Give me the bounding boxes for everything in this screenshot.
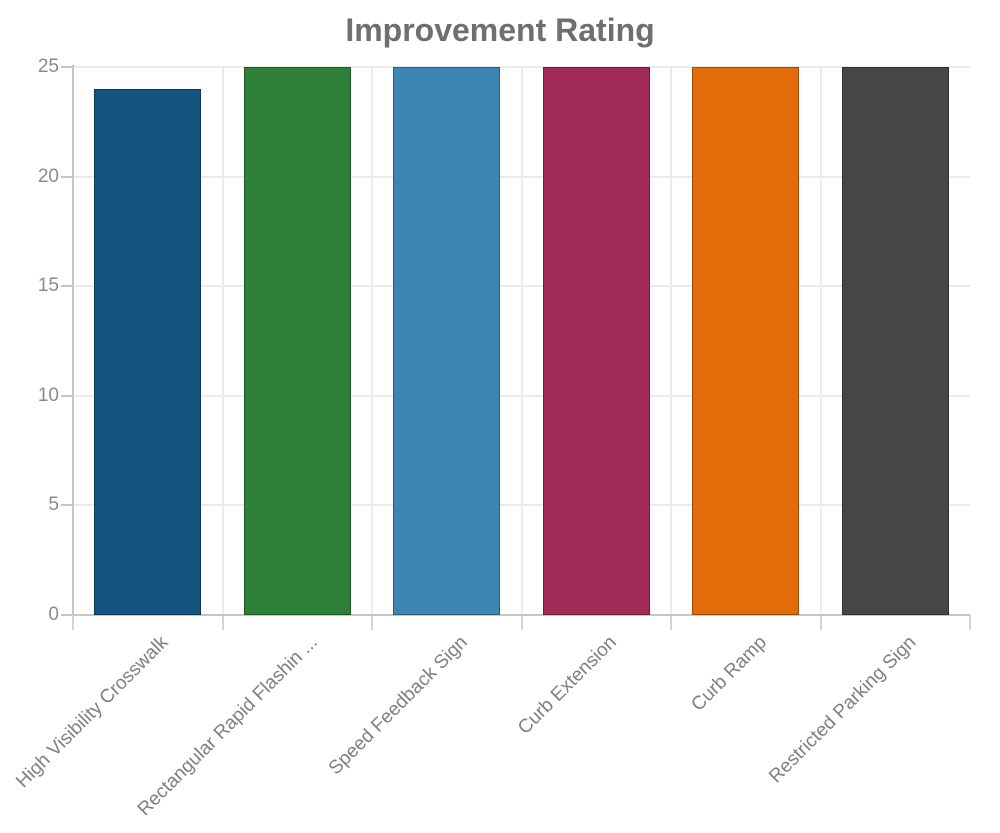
y-tick-label: 15	[37, 275, 59, 297]
y-axis-tick	[61, 285, 73, 288]
x-gridline	[670, 67, 672, 615]
x-tick-label: Rectangular Rapid Flashin ...	[133, 632, 323, 821]
y-tick-label: 0	[48, 604, 59, 625]
x-gridline	[819, 67, 822, 615]
x-axis-tick	[72, 615, 74, 630]
chart-bar	[692, 67, 800, 615]
y-axis-tick	[61, 175, 73, 178]
x-axis-tick	[819, 615, 822, 630]
y-axis-line	[72, 65, 74, 615]
x-tick-label: Restricted Parking Sign	[764, 632, 921, 788]
y-axis-tick	[61, 66, 73, 68]
y-tick-label: 20	[37, 165, 59, 187]
y-axis-tick	[61, 614, 73, 616]
chart-title: Improvement Rating	[345, 12, 655, 48]
y-axis-tick	[61, 504, 73, 507]
x-axis-tick	[221, 615, 224, 630]
x-gridline	[371, 67, 373, 615]
x-axis-tick	[969, 615, 971, 630]
x-axis-line	[73, 614, 970, 616]
chart-bar	[94, 88, 202, 615]
x-axis-tick	[520, 615, 523, 630]
chart-bar	[542, 67, 650, 615]
y-axis-tick	[61, 394, 73, 397]
x-tick-label: High Visibility Crosswalk	[12, 632, 173, 793]
x-tick-label: Curb Extension	[514, 632, 622, 739]
x-gridline	[520, 67, 523, 615]
x-gridline	[221, 67, 224, 615]
chart-bar	[841, 67, 949, 615]
y-tick-label: 5	[48, 494, 59, 516]
x-axis-tick	[670, 615, 672, 630]
x-tick-label: Curb Ramp	[687, 632, 771, 716]
y-tick-label: 25	[37, 56, 59, 77]
x-axis-tick	[371, 615, 373, 630]
chart-bar	[243, 67, 351, 615]
y-tick-label: 10	[37, 384, 59, 406]
x-tick-label: Speed Feedback Sign	[324, 632, 472, 780]
chart-bar	[393, 67, 501, 615]
